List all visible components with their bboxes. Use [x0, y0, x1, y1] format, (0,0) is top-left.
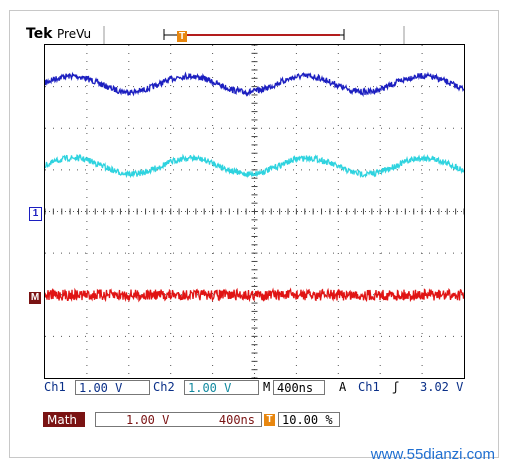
timebase-value[interactable]: 400ns [273, 380, 325, 395]
trigger-position-value[interactable]: 10.00 % [278, 412, 340, 427]
acquisition-mode: PreVu [57, 27, 92, 41]
trigger-level[interactable]: 3.02 V [420, 380, 464, 394]
ch1-ground-marker[interactable]: 1 [29, 207, 42, 221]
ch2-trace [45, 153, 464, 179]
ch1-scale[interactable]: 1.00 V [75, 380, 150, 395]
math-label[interactable]: Math [43, 412, 85, 427]
math-ground-marker[interactable]: M [29, 292, 41, 304]
graticule-svg [45, 45, 464, 378]
waveform-graticule[interactable] [44, 44, 465, 379]
trigger-mode: A [339, 380, 347, 394]
math-scale: 1.00 V [126, 413, 170, 427]
timebase-label: M [263, 380, 271, 394]
watermark: www.55dianzi.com [370, 446, 495, 463]
math-timebase: 400ns [218, 413, 255, 427]
ch1-trace [45, 71, 464, 98]
math-trace [45, 287, 464, 303]
record-trigger-marker: T [177, 31, 187, 42]
trigger-source[interactable]: Ch1 [358, 380, 380, 394]
brand-logo: Tek [26, 26, 53, 42]
record-view-indicator[interactable] [100, 24, 420, 48]
trigger-slope-icon[interactable]: ʃ [392, 380, 400, 394]
ch2-scale[interactable]: 1.00 V [184, 380, 259, 395]
math-settings-box[interactable]: 1.00 V 400ns [95, 412, 262, 427]
ch1-label[interactable]: Ch1 [44, 380, 66, 394]
ch2-label[interactable]: Ch2 [153, 380, 175, 394]
trigger-position-icon: T [264, 414, 275, 426]
